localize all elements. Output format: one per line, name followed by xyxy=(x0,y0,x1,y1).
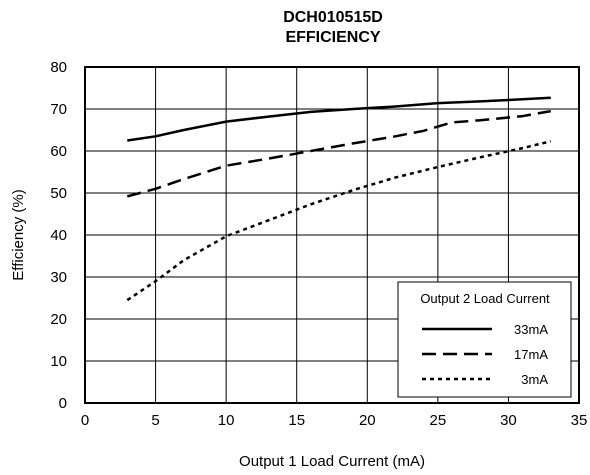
legend-label-3mA: 3mA xyxy=(521,372,548,387)
chart-title: DCH010515D xyxy=(283,9,383,26)
plot-area-frame xyxy=(84,66,580,404)
series-lines xyxy=(126,96,552,302)
x-tick-label: 30 xyxy=(500,412,517,429)
y-tick-label: 70 xyxy=(50,101,67,118)
legend: Output 2 Load Current 33mA 17mA 3mA xyxy=(397,281,572,398)
series-line-3mA xyxy=(126,140,552,302)
y-axis-label: Efficiency (%) xyxy=(10,189,27,280)
y-tick-label: 40 xyxy=(50,227,67,244)
y-tick-label: 20 xyxy=(50,311,67,328)
legend-title: Output 2 Load Current xyxy=(420,291,550,306)
legend-entries: 33mA 17mA 3mA xyxy=(422,322,548,387)
y-tick-label: 50 xyxy=(50,185,67,202)
y-tick-label: 10 xyxy=(50,353,67,370)
series-line-17mA xyxy=(126,109,552,198)
x-tick-label: 35 xyxy=(571,412,588,429)
x-tick-label: 0 xyxy=(81,412,89,429)
tick-labels: 0 5 10 15 20 25 30 35 0 10 20 30 40 50 60 70 80 xyxy=(50,59,587,429)
legend-label-33mA: 33mA xyxy=(514,322,548,337)
y-tick-label: 0 xyxy=(59,395,67,412)
y-tick-label: 30 xyxy=(50,269,67,286)
chart-subtitle: EFFICIENCY xyxy=(285,29,380,46)
x-tick-label: 25 xyxy=(430,412,447,429)
x-tick-label: 10 xyxy=(218,412,235,429)
x-tick-label: 15 xyxy=(288,412,305,429)
legend-label-17mA: 17mA xyxy=(514,347,548,362)
x-tick-label: 20 xyxy=(359,412,376,429)
series-line-33mA xyxy=(127,96,551,142)
x-axis-label: Output 1 Load Current (mA) xyxy=(239,453,425,470)
legend-box xyxy=(397,281,572,398)
y-tick-label: 60 xyxy=(50,143,67,160)
x-tick-label: 5 xyxy=(151,412,159,429)
y-tick-label: 80 xyxy=(50,59,67,76)
grid xyxy=(85,67,579,403)
